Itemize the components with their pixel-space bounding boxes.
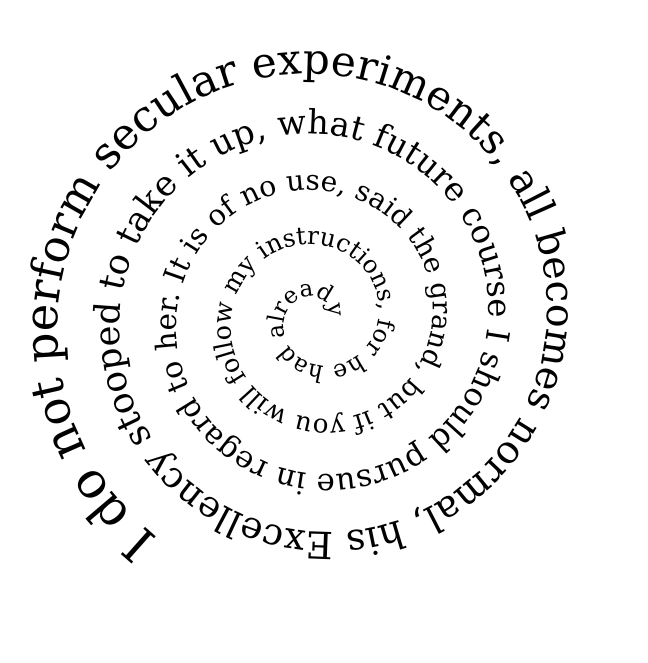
spiral-text-segment: réact — [0, 0, 4, 4]
spiral-text-segment: le res — [0, 0, 4, 4]
spiral-text-segment: ions, — [350, 243, 400, 319]
spiral-text-segment: had a — [261, 323, 333, 388]
spiral-text-segment: ffet t — [0, 0, 4, 3]
spiral-text-segment: l, ce — [0, 0, 5, 4]
spiral-text-segment: to ex — [0, 0, 7, 6]
spiral-text-segment: her. I — [149, 264, 193, 351]
spiral-text-path: I do not perform secular experiments, al… — [0, 0, 583, 572]
spiral-text-segment: exper — [232, 34, 384, 92]
spiral-text-segment: sea t — [0, 0, 2, 2]
spiral-text-segment: bruits — [0, 0, 3, 3]
spiral-text-segment: t les — [0, 0, 3, 3]
spiral-text-segment: ent av — [0, 0, 5, 4]
spiral-text-segment: what f — [276, 102, 397, 157]
spiral-text: I do not perform secular experiments, al… — [0, 0, 583, 572]
spiral-text-segment: lready — [264, 275, 349, 324]
spiral-text-segment: if you — [291, 403, 377, 442]
spiral-text-segment: de l'e — [0, 0, 3, 3]
spiral-text-segment: mporta — [0, 0, 9, 5]
spiral-text-segment: ses. A — [0, 0, 3, 2]
spiral-text-segment: . — [0, 0, 1, 1]
spiral-text-segment: sont — [0, 0, 3, 3]
spiral-text-segment: ere et — [0, 0, 5, 4]
spiral-text-segment: t is o — [162, 197, 234, 277]
spiral-text-segment: nd fou — [0, 0, 3, 2]
spiral-text-segment: fet. E — [0, 0, 4, 3]
spiral-text-segment: qui n' — [0, 0, 5, 4]
spiral-text-segment: n effe — [0, 0, 2, 2]
spiral-text-segment: un ef — [0, 0, 4, 3]
spiral-text-segment: grand — [413, 269, 456, 372]
spiral-text-segment: id the — [376, 192, 451, 278]
spiral-text-segment: the t — [0, 0, 7, 6]
spiral-text-segment: s Exce — [233, 507, 369, 567]
spiral-text-segment: d not — [0, 0, 7, 5]
spiral-text-segment: ion a — [0, 0, 4, 3]
spiral-text-segment: for he — [330, 317, 400, 388]
spiral-text-segment: he wil — [0, 0, 9, 5]
spiral-text-segment: age, a — [0, 0, 2, 2]
spiral-text-segment: te des — [0, 0, 5, 4]
spiral-text-segment: I sho — [454, 317, 518, 416]
spiral-text-segment: sand s — [0, 0, 3, 2]
spiral-text-segment: norma — [0, 0, 8, 4]
spiral-text-segment: u, est — [0, 0, 4, 3]
spiral-text-segment: inutes — [0, 0, 4, 3]
spiral-text-segment: t, dis — [0, 0, 2, 2]
spiral-text-segment: deux m — [0, 0, 6, 3]
spiral-text-segment: hinkin — [0, 0, 7, 5]
spiral-text-segment: ot per — [14, 276, 84, 435]
spiral-text-segment: rd to — [151, 348, 219, 440]
spiral-text-segment: s. Une — [0, 0, 6, 4]
spiral-text-segment: et de — [0, 0, 4, 3]
spiral-text-segment: this w — [0, 0, 8, 5]
spiral-text-segment: se, sa — [305, 164, 394, 218]
spiral-text-segment: f no u — [214, 164, 306, 223]
spiral-text-segment: effet — [0, 0, 2, 2]
spiral-text-segment: al of — [0, 0, 6, 5]
spiral-text-segment: es cho — [0, 0, 3, 2]
spiral-text-segment: begun — [0, 0, 7, 6]
spiral-text-segment: -tu un — [0, 0, 2, 2]
spiral-text-segment: struct — [279, 221, 368, 265]
spiral-text-segment: otal d — [0, 0, 3, 2]
spiral-text-segment: follow — [206, 299, 251, 390]
spiral-text-segment: nce de — [0, 0, 6, 5]
spiral-text-segment: help t — [0, 0, 7, 5]
spiral-text-segment: ionnem — [0, 0, 8, 4]
spiral-text-segment: ork. I — [0, 0, 6, 5]
spiral-text-segment: t up, — [179, 106, 280, 179]
spiral-text-segment: fonct — [0, 0, 6, 4]
spiral-text-segment: omb. U — [0, 0, 3, 2]
spiral-text-segment: ed to — [87, 235, 144, 347]
spiral-text-segment: un eff — [0, 0, 6, 3]
spiral-text-segment: e pas — [0, 0, 5, 4]
spiral-text-segment: course — [453, 198, 519, 318]
spiral-text-segment: , même — [0, 0, 6, 3]
spiral-text-segment: bruit — [0, 0, 5, 4]
spiral-text-segment: , but — [366, 359, 440, 431]
spiral-text-segment: become — [524, 224, 583, 397]
spiral-text-segment: un pe — [0, 0, 4, 3]
spiral-text-segment: my in — [212, 227, 287, 305]
spiral-text-segment: al, hi — [362, 485, 470, 563]
spiral-text-segment: ilicon — [0, 0, 3, 2]
spiral-text-segment: g of t — [0, 0, 6, 5]
spiral-text-segment: d ritu — [0, 0, 6, 5]
spiral-text-segment: ools, — [0, 0, 6, 6]
spiral-text-segment: sea us — [0, 0, 2, 2]
spiral-text-segment: rsue i — [293, 456, 393, 502]
spiral-text-segment: will — [228, 373, 299, 436]
spiral-text-segment: r thou — [0, 0, 3, 2]
spiral-text-segment: affect — [0, 0, 7, 4]
spiral-text-segment: ercise — [0, 0, 6, 6]
spiral-text-segment: it a — [0, 0, 2, 2]
spiral-text-segment: I coul — [0, 0, 7, 5]
spiral-text-segment: s make — [0, 0, 4, 2]
